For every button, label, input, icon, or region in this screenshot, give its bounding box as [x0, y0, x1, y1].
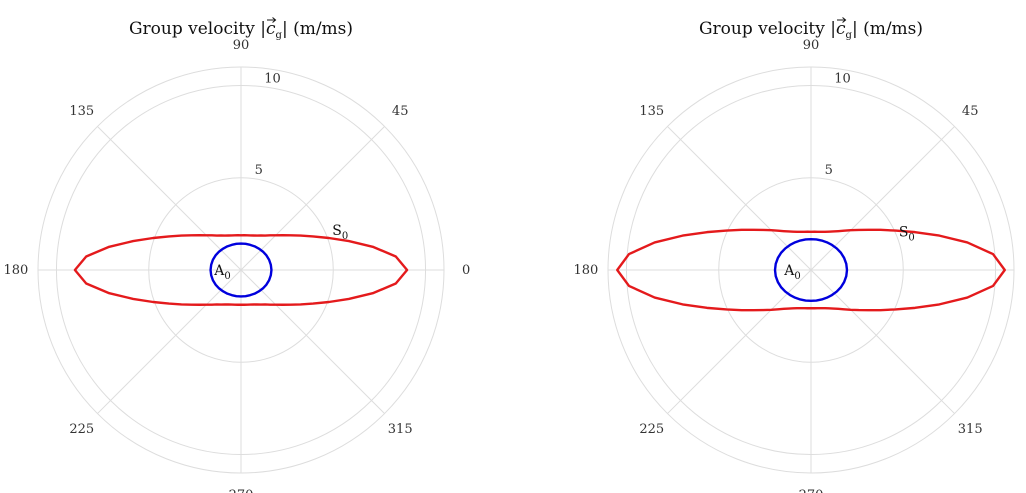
angle-tick-label: 180: [573, 263, 598, 278]
series-curve-a0: [773, 237, 849, 303]
angular-gridline: [667, 269, 812, 414]
angle-tick-label: 270: [229, 488, 254, 493]
angle-tick-label: 180: [3, 263, 28, 278]
polar-chart-right: Group velocity |cg| (m/ms)51004590135180…: [573, 17, 1015, 493]
angle-tick-label: 0: [462, 263, 470, 278]
mode-label-a0: A0: [213, 263, 231, 282]
radial-tick-label: 5: [255, 163, 263, 178]
angle-tick-label: 225: [69, 422, 94, 437]
angular-gridline: [97, 269, 242, 414]
angle-tick-label: 315: [958, 422, 983, 437]
series-curve-s0: [616, 228, 1006, 312]
angle-tick-label: 225: [639, 422, 664, 437]
angular-gridline: [240, 269, 385, 414]
vector-arrow-icon: [267, 17, 277, 23]
chart-title: Group velocity |cg| (m/ms): [129, 19, 353, 41]
angular-gridline: [97, 126, 242, 271]
angular-gridline: [810, 269, 955, 414]
radial-tick-label: 5: [825, 163, 833, 178]
polar-plot-left: Group velocity |cg| (m/ms) 5 10 0 45 90 135 180…: [0, 0, 480, 493]
series-curve-a0: [209, 242, 273, 298]
mode-label-s0: S0: [899, 224, 915, 243]
mode-label-s0: S0: [332, 223, 348, 242]
series-curve-s0: [73, 234, 409, 306]
angular-gridline: [810, 126, 955, 271]
radial-tick-label: 10: [264, 71, 281, 86]
angle-tick-label: 315: [388, 422, 413, 437]
polar-plot-right: Group velocity |cg| (m/ms)51004590135180…: [570, 0, 1026, 493]
mode-label-a0: A0: [783, 263, 801, 282]
angle-tick-label: 45: [392, 104, 409, 119]
angle-tick-label: 90: [233, 38, 250, 53]
angular-gridline: [667, 126, 812, 271]
angle-tick-label: 90: [803, 38, 820, 53]
angular-gridline: [240, 126, 385, 271]
angle-tick-label: 45: [962, 104, 979, 119]
angle-tick-label: 135: [639, 104, 664, 119]
polar-chart-left: Group velocity |cg| (m/ms) 5 10 0 45 90 135 180…: [3, 17, 470, 493]
angle-tick-label: 270: [799, 488, 824, 493]
angle-tick-label: 135: [69, 104, 94, 119]
radial-tick-label: 10: [834, 71, 851, 86]
chart-title: Group velocity |cg| (m/ms): [699, 19, 923, 41]
vector-arrow-icon: [837, 17, 847, 23]
